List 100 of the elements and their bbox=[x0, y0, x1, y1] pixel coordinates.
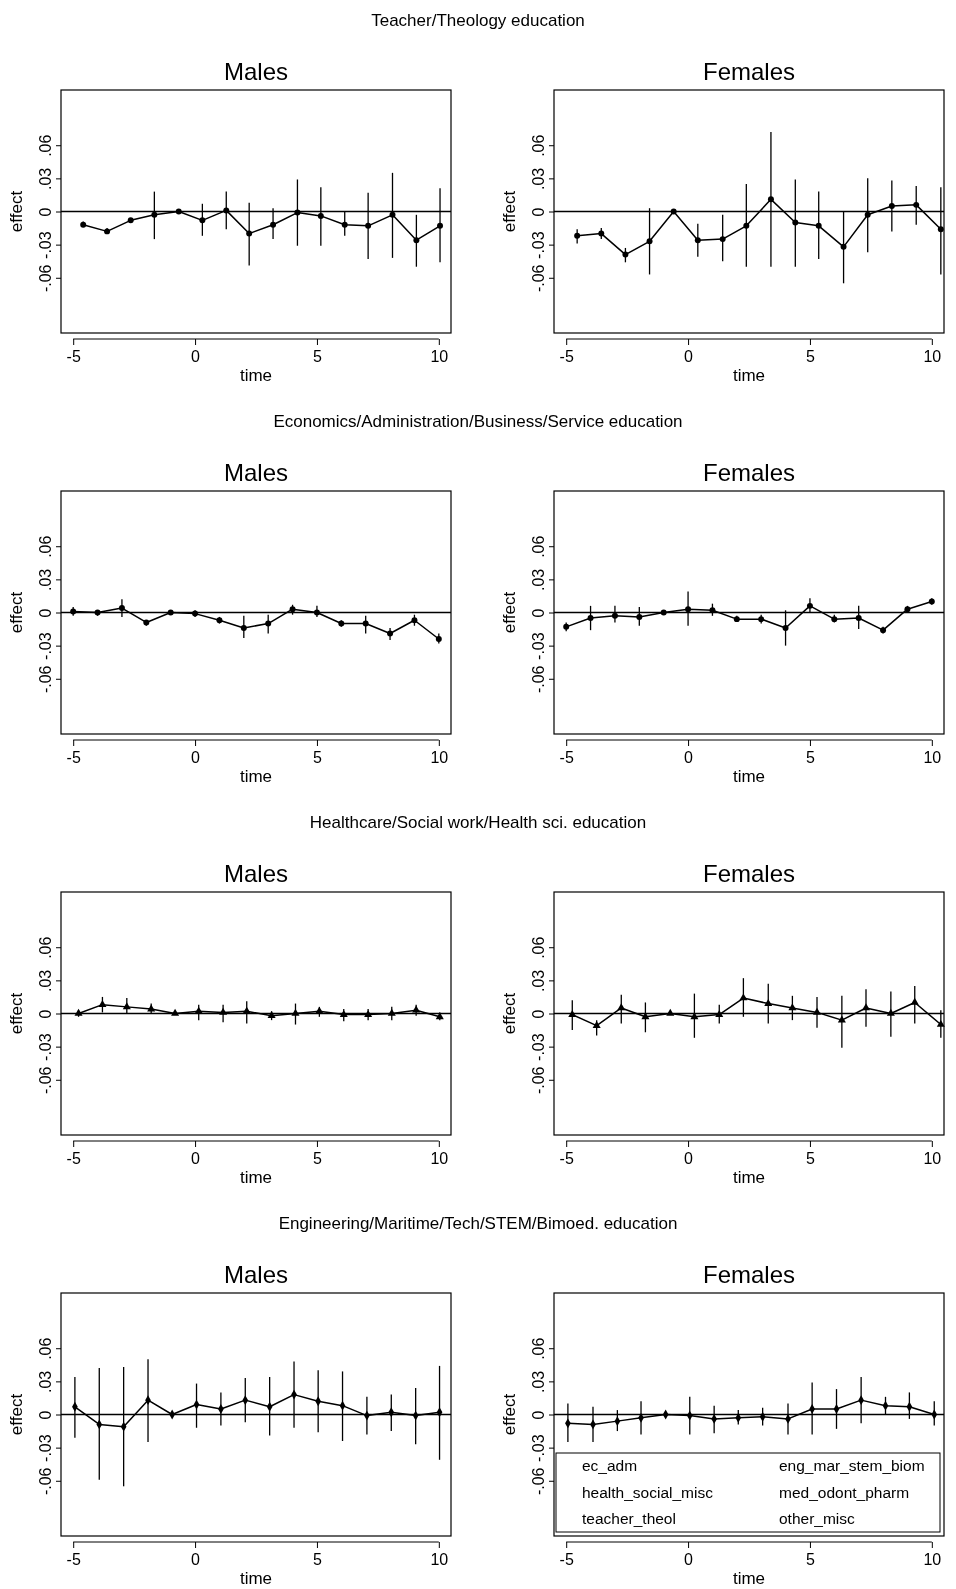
chart-subtitle: Healthcare/Social work/Health sci. education bbox=[309, 813, 647, 832]
y-axis-title: effect bbox=[500, 1393, 519, 1436]
y-tick-label: -.03 bbox=[530, 231, 548, 259]
annotation: other_misc bbox=[779, 1509, 856, 1527]
x-axis-title: time bbox=[732, 1569, 766, 1588]
y-tick-label: 0 bbox=[37, 608, 55, 618]
y-tick-label: 0 bbox=[530, 608, 548, 618]
y-tick-label: -.06 bbox=[530, 665, 548, 694]
y-tick-label: .03 bbox=[37, 568, 55, 591]
chart-subtitle: Teacher/Theology education bbox=[371, 11, 585, 30]
y-tick-label: .06 bbox=[530, 1337, 548, 1360]
x-tick-label: 5 bbox=[312, 1551, 322, 1569]
y-tick-label: .03 bbox=[530, 1370, 548, 1393]
y-tick-label: -.03 bbox=[530, 632, 548, 660]
annotation: ec_adm bbox=[582, 1457, 638, 1475]
chart-title: Males bbox=[223, 860, 289, 887]
x-axis-title: time bbox=[239, 767, 273, 786]
x-tick-label: 10 bbox=[923, 749, 942, 767]
y-axis-title: effect bbox=[500, 992, 519, 1035]
x-axis-title: time bbox=[239, 366, 273, 385]
x-tick-label: -5 bbox=[66, 348, 81, 366]
annotation: health_social_misc bbox=[582, 1483, 714, 1501]
x-tick-label: 0 bbox=[684, 749, 694, 767]
y-tick-label: -.06 bbox=[37, 264, 55, 293]
x-axis-title: time bbox=[239, 1569, 273, 1588]
chart-title: Males bbox=[223, 1261, 289, 1288]
y-tick-label: .06 bbox=[37, 1337, 55, 1360]
x-tick-label: 5 bbox=[805, 1150, 815, 1168]
y-tick-label: 0 bbox=[37, 1410, 55, 1420]
annotation: teacher_theol bbox=[582, 1509, 676, 1527]
x-axis-title: time bbox=[732, 1168, 766, 1187]
y-tick-label: -.06 bbox=[37, 665, 55, 694]
x-tick-label: 0 bbox=[191, 1551, 201, 1569]
x-tick-label: 5 bbox=[805, 348, 815, 366]
chart-subtitle: Engineering/Maritime/Tech/STEM/Bimoed. education bbox=[278, 1214, 678, 1233]
annotation: med_odont_pharm bbox=[779, 1483, 910, 1501]
x-tick-label: 10 bbox=[923, 1551, 942, 1569]
annotation: eng_mar_stem_biom bbox=[779, 1457, 925, 1475]
x-tick-label: 5 bbox=[312, 1150, 322, 1168]
y-axis-title: effect bbox=[500, 591, 519, 634]
x-tick-label: 5 bbox=[805, 1551, 815, 1569]
x-axis-title: time bbox=[732, 366, 766, 385]
x-tick-label: -5 bbox=[559, 348, 574, 366]
y-axis-title: effect bbox=[7, 190, 26, 233]
x-tick-label: 5 bbox=[312, 749, 322, 767]
x-tick-label: 0 bbox=[684, 1150, 694, 1168]
y-tick-label: .03 bbox=[530, 969, 548, 992]
chart-title: Females bbox=[702, 459, 796, 486]
x-axis-title: time bbox=[732, 767, 766, 786]
y-tick-label: 0 bbox=[530, 1009, 548, 1019]
chart-title: Males bbox=[223, 58, 289, 85]
y-tick-label: -.06 bbox=[530, 264, 548, 293]
y-tick-label: -.03 bbox=[37, 231, 55, 259]
y-tick-label: .03 bbox=[37, 167, 55, 190]
x-tick-label: 10 bbox=[430, 1150, 449, 1168]
y-axis-title: effect bbox=[7, 591, 26, 634]
y-tick-label: .06 bbox=[37, 535, 55, 558]
x-tick-label: -5 bbox=[559, 749, 574, 767]
x-tick-label: 10 bbox=[430, 749, 449, 767]
y-tick-label: -.03 bbox=[530, 1033, 548, 1061]
x-tick-label: 5 bbox=[805, 749, 815, 767]
y-axis-title: effect bbox=[7, 1393, 26, 1436]
x-tick-label: -5 bbox=[66, 1551, 81, 1569]
y-tick-label: -.03 bbox=[37, 1434, 55, 1462]
y-tick-label: .03 bbox=[37, 969, 55, 992]
x-tick-label: 10 bbox=[923, 1150, 942, 1168]
chart-title: Females bbox=[702, 58, 796, 85]
chart-title: Females bbox=[702, 860, 796, 887]
y-tick-label: .06 bbox=[37, 936, 55, 959]
x-tick-label: 0 bbox=[684, 1551, 694, 1569]
y-axis-title: effect bbox=[7, 992, 26, 1035]
chart-title: Females bbox=[702, 1261, 796, 1288]
y-tick-label: .03 bbox=[530, 167, 548, 190]
x-tick-label: -5 bbox=[559, 1150, 574, 1168]
x-tick-label: 0 bbox=[684, 348, 694, 366]
y-tick-label: .06 bbox=[530, 535, 548, 558]
x-tick-label: 10 bbox=[430, 348, 449, 366]
y-tick-label: 0 bbox=[37, 1009, 55, 1019]
y-tick-label: .03 bbox=[37, 1370, 55, 1393]
x-tick-label: 10 bbox=[923, 348, 942, 366]
x-axis-title: time bbox=[239, 1168, 273, 1187]
chart-subtitle: Economics/Administration/Business/Service education bbox=[273, 412, 683, 431]
y-tick-label: .06 bbox=[530, 936, 548, 959]
x-tick-label: 10 bbox=[430, 1551, 449, 1569]
y-tick-label: -.06 bbox=[530, 1066, 548, 1095]
x-tick-label: 0 bbox=[191, 1150, 201, 1168]
x-tick-label: 0 bbox=[191, 749, 201, 767]
x-tick-label: -5 bbox=[559, 1551, 574, 1569]
x-tick-label: -5 bbox=[66, 749, 81, 767]
x-tick-label: -5 bbox=[66, 1150, 81, 1168]
y-tick-label: .06 bbox=[530, 134, 548, 157]
y-tick-label: -.06 bbox=[37, 1467, 55, 1496]
y-tick-label: 0 bbox=[37, 207, 55, 217]
y-tick-label: -.03 bbox=[37, 632, 55, 660]
y-tick-label: 0 bbox=[530, 1410, 548, 1420]
y-tick-label: .06 bbox=[37, 134, 55, 157]
chart-title: Males bbox=[223, 459, 289, 486]
x-tick-label: 0 bbox=[191, 348, 201, 366]
y-tick-label: -.06 bbox=[37, 1066, 55, 1095]
y-tick-label: -.06 bbox=[530, 1467, 548, 1496]
